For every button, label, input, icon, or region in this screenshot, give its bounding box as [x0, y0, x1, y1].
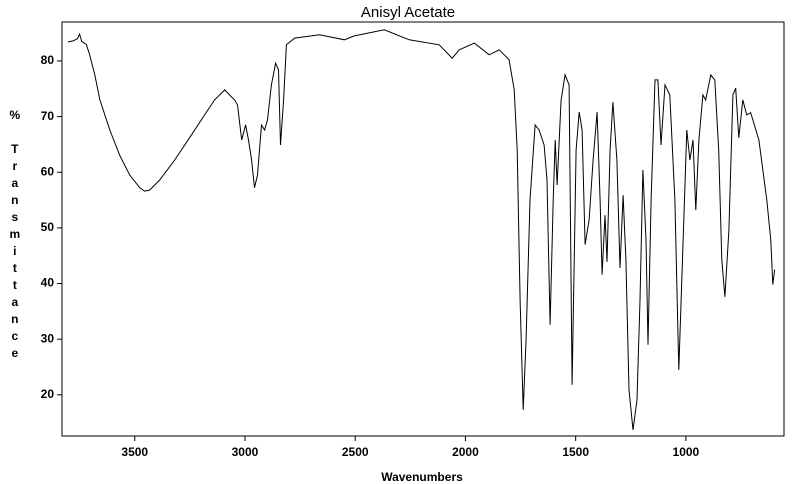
y-tick-label: 70: [41, 109, 55, 123]
x-tick-label: 1000: [673, 445, 700, 459]
x-tick-label: 3500: [121, 445, 148, 459]
plot-frame: [61, 21, 785, 437]
x-tick-label: 1500: [562, 445, 589, 459]
y-axis-label: % Transmittance: [8, 108, 22, 363]
spectrum-line: [67, 29, 776, 430]
y-tick-label: 30: [41, 331, 55, 345]
y-tick-label: 60: [41, 164, 55, 178]
y-tick-label: 80: [41, 53, 55, 67]
chart-title: Anisyl Acetate: [361, 4, 455, 21]
y-tick-label: 20: [41, 387, 55, 401]
y-tick-label: 40: [41, 276, 55, 290]
x-tick-label: 3000: [232, 445, 259, 459]
y-tick-label: 50: [41, 220, 55, 234]
x-axis-label: Wavenumbers: [381, 470, 463, 484]
x-tick-label: 2500: [342, 445, 369, 459]
x-tick-label: 2000: [452, 445, 479, 459]
